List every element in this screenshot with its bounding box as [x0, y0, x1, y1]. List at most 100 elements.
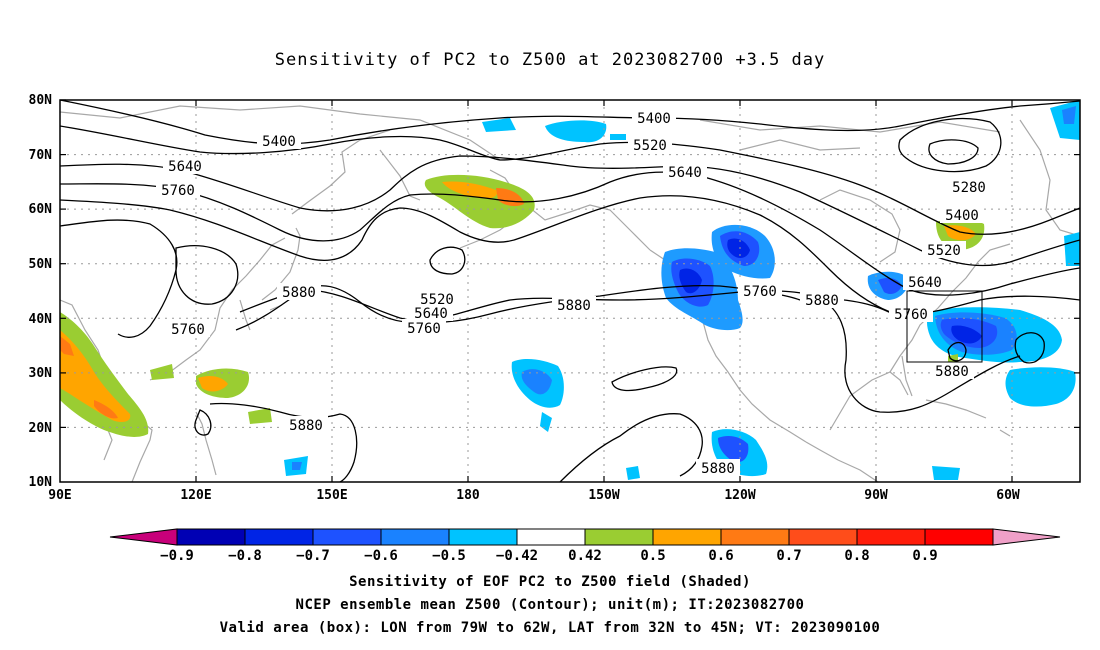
svg-text:5760: 5760	[161, 183, 195, 199]
colorbar-segment	[720, 528, 790, 546]
colorbar-segment	[448, 528, 518, 546]
svg-text:5760: 5760	[894, 307, 928, 323]
colorbar-segment	[652, 528, 722, 546]
colorbar-tick-label: −0.42	[496, 548, 538, 564]
positive-sensitivity-shading	[60, 174, 985, 437]
colorbar-segment	[380, 528, 450, 546]
svg-text:5880: 5880	[289, 418, 323, 434]
colorbar-tick-label: −0.9	[160, 548, 194, 564]
svg-text:5880: 5880	[701, 461, 735, 477]
colorbar-tick-label: −0.5	[432, 548, 466, 564]
contour-label: 5880	[277, 283, 321, 301]
contour-label: 5640	[663, 163, 707, 181]
lat-label: 70N	[29, 148, 53, 163]
colorbar-tick-label: 0.6	[708, 548, 733, 564]
svg-text:5880: 5880	[557, 298, 591, 314]
lon-label: 120W	[724, 488, 755, 503]
lat-label: 10N	[29, 475, 53, 490]
svg-text:5640: 5640	[908, 275, 942, 291]
svg-text:5400: 5400	[637, 111, 671, 127]
lat-label: 20N	[29, 421, 53, 436]
lon-label: 120E	[180, 488, 211, 503]
plot-title: Sensitivity of PC2 to Z500 at 2023082700…	[274, 50, 826, 70]
colorbar-arrow-high	[992, 528, 1061, 546]
lon-label: 150E	[316, 488, 347, 503]
contour-label: 5880	[800, 291, 844, 309]
contour-label: 5760	[738, 282, 782, 300]
caption-line-1: Sensitivity of EOF PC2 to Z500 field (Sh…	[349, 574, 751, 590]
colorbar-tick-label: 0.9	[912, 548, 937, 564]
caption-line-2: NCEP ensemble mean Z500 (Contour); unit(…	[295, 597, 805, 613]
contour-label: 5520	[922, 241, 966, 259]
contour-label: 5400	[940, 206, 984, 224]
contour-label: 5880	[284, 416, 328, 434]
colorbar-segment	[244, 528, 314, 546]
lat-lon-grid	[60, 100, 1080, 482]
svg-text:5400: 5400	[945, 208, 979, 224]
svg-text:5760: 5760	[407, 321, 441, 337]
contour-label: 5280	[947, 178, 991, 196]
colorbar-segment	[312, 528, 382, 546]
contour-label: 5520	[628, 136, 672, 154]
colorbar	[109, 528, 1061, 546]
colorbar-segment	[924, 528, 994, 546]
lat-label: 50N	[29, 257, 53, 272]
lon-label: 60W	[996, 488, 1020, 503]
lon-label: 90W	[864, 488, 888, 503]
colorbar-segment	[516, 528, 586, 546]
contour-label: 5640	[903, 273, 947, 291]
contour-label: 5400	[257, 132, 301, 150]
colorbar-segment	[176, 528, 246, 546]
lat-label: 80N	[29, 93, 53, 108]
svg-text:5880: 5880	[805, 293, 839, 309]
contour-label: 5880	[696, 459, 740, 477]
contour-label: 5760	[402, 319, 446, 337]
longitude-labels: 90E 120E 150E 180 150W 120W 90W 60W	[48, 488, 1020, 503]
contour-label: 5400	[632, 109, 676, 127]
svg-text:5520: 5520	[633, 138, 667, 154]
contour-label: 5760	[166, 320, 210, 338]
contour-label: 5880	[552, 296, 596, 314]
svg-text:5760: 5760	[171, 322, 205, 338]
colorbar-tick-label: 0.7	[776, 548, 801, 564]
svg-text:5640: 5640	[668, 165, 702, 181]
svg-text:5280: 5280	[952, 180, 986, 196]
colorbar-segment	[856, 528, 926, 546]
svg-text:5760: 5760	[743, 284, 777, 300]
svg-text:5400: 5400	[262, 134, 296, 150]
contour-label: 5640	[163, 157, 207, 175]
contour-labels: 5400 5400 5520 5640 5760 5280 5400 5520 …	[156, 109, 991, 477]
svg-text:5880: 5880	[935, 364, 969, 380]
colorbar-labels: −0.9 −0.8 −0.7 −0.6 −0.5 −0.42 0.42 0.5 0.6 0.7 0.…	[160, 548, 938, 564]
svg-text:5640: 5640	[168, 159, 202, 175]
contour-label: 5760	[156, 181, 200, 199]
colorbar-tick-label: 0.8	[844, 548, 869, 564]
lat-label: 30N	[29, 366, 53, 381]
contour-label: 5880	[930, 362, 974, 380]
svg-text:5520: 5520	[927, 243, 961, 259]
lon-label: 150W	[588, 488, 619, 503]
colorbar-tick-label: 0.5	[640, 548, 665, 564]
colorbar-arrow-low	[109, 528, 178, 546]
lon-label: 180	[456, 488, 480, 503]
latitude-labels: 80N 70N 60N 50N 40N 30N 20N 10N	[29, 93, 53, 490]
colorbar-tick-label: −0.7	[296, 548, 330, 564]
caption-line-3: Valid area (box): LON from 79W to 62W, L…	[219, 620, 881, 636]
negative-sensitivity-shading	[284, 100, 1080, 480]
colorbar-tick-label: −0.8	[228, 548, 262, 564]
lat-label: 40N	[29, 312, 53, 327]
contour-label: 5760	[889, 305, 933, 323]
colorbar-tick-label: 0.42	[568, 548, 602, 564]
contour-label: 5640	[409, 304, 453, 322]
svg-text:5880: 5880	[282, 285, 316, 301]
axis-ticks	[60, 99, 1080, 482]
svg-text:5640: 5640	[414, 306, 448, 322]
colorbar-segment	[788, 528, 858, 546]
lat-label: 60N	[29, 202, 53, 217]
valid-area-box	[906, 290, 983, 363]
colorbar-tick-label: −0.6	[364, 548, 398, 564]
colorbar-segment	[584, 528, 654, 546]
lon-label: 90E	[48, 488, 71, 503]
map-frame	[59, 99, 1081, 483]
